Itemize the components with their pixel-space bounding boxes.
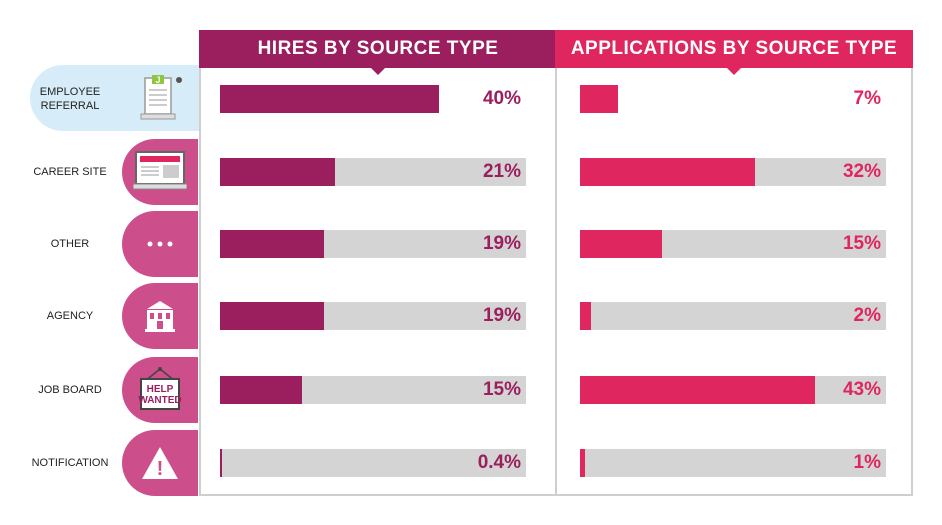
warning-icon: ! [122,430,198,496]
svg-text:J: J [155,75,160,85]
hires-bar-track: 21% [220,158,526,186]
apps-value-label: 43% [842,379,881,400]
hires-value-label: 15% [482,379,521,400]
apps-bar [580,449,586,477]
hires-bar-track: 15% [220,376,526,404]
hires-panel-title: HIRES BY SOURCE TYPE [257,38,499,59]
building-icon [122,283,198,349]
hires-bar [220,302,324,330]
help-wanted-sign-icon: HELP WANTED [122,357,198,423]
apps-value-label: 1% [853,452,881,473]
apps-bar-track: 7% [580,85,886,113]
apps-bar-track: 32% [580,158,886,186]
hires-bar [220,85,439,113]
hires-bar [220,230,324,258]
hires-value-label: 21% [482,161,521,182]
hires-bar [220,376,302,404]
category-label: NOTIFICATION [31,457,109,469]
category-label: EMPLOYEE REFERRAL [39,86,101,112]
applications-panel-title: APPLICATIONS BY SOURCE TYPE [570,38,898,59]
apps-bar-track: 15% [580,230,886,258]
hires-panel-header: HIRES BY SOURCE TYPE [199,30,557,75]
hires-bar [220,449,223,477]
category-label: JOB BOARD [38,384,102,396]
hires-bar [220,158,335,186]
applications-header-pointer [727,68,741,75]
hires-bar-track: 0.4% [220,449,526,477]
category-label: AGENCY [46,310,94,322]
hires-value-label: 19% [482,233,521,254]
hires-value-label: 40% [482,88,521,109]
apps-bar-track: 43% [580,376,886,404]
apps-bar [580,302,591,330]
hires-header-pointer [371,68,385,75]
apps-bar [580,230,662,258]
apps-value-label: 15% [842,233,881,254]
apps-value-label: 2% [853,305,881,326]
category-label: OTHER [50,238,90,250]
apps-bar-track: 2% [580,302,886,330]
hires-bar-track: 19% [220,302,526,330]
apps-bar [580,376,815,404]
svg-text:HELP: HELP [147,384,174,395]
apps-bar [580,158,755,186]
svg-text:WANTED: WANTED [138,395,181,406]
applications-panel-header: APPLICATIONS BY SOURCE TYPE [555,30,913,75]
svg-text:!: ! [157,458,164,480]
hires-value-label: 0.4% [477,452,521,473]
apps-value-label: 7% [853,88,881,109]
hires-bar-track: 19% [220,230,526,258]
category-label: CAREER SITE [33,166,107,178]
hires-value-label: 19% [482,305,521,326]
hires-bar-track: 40% [220,85,526,113]
job-application-icon: J [122,66,198,132]
ellipsis-icon [122,211,198,277]
computer-monitor-icon [122,139,198,205]
apps-value-label: 32% [842,161,881,182]
apps-bar [580,85,619,113]
apps-bar-track: 1% [580,449,886,477]
